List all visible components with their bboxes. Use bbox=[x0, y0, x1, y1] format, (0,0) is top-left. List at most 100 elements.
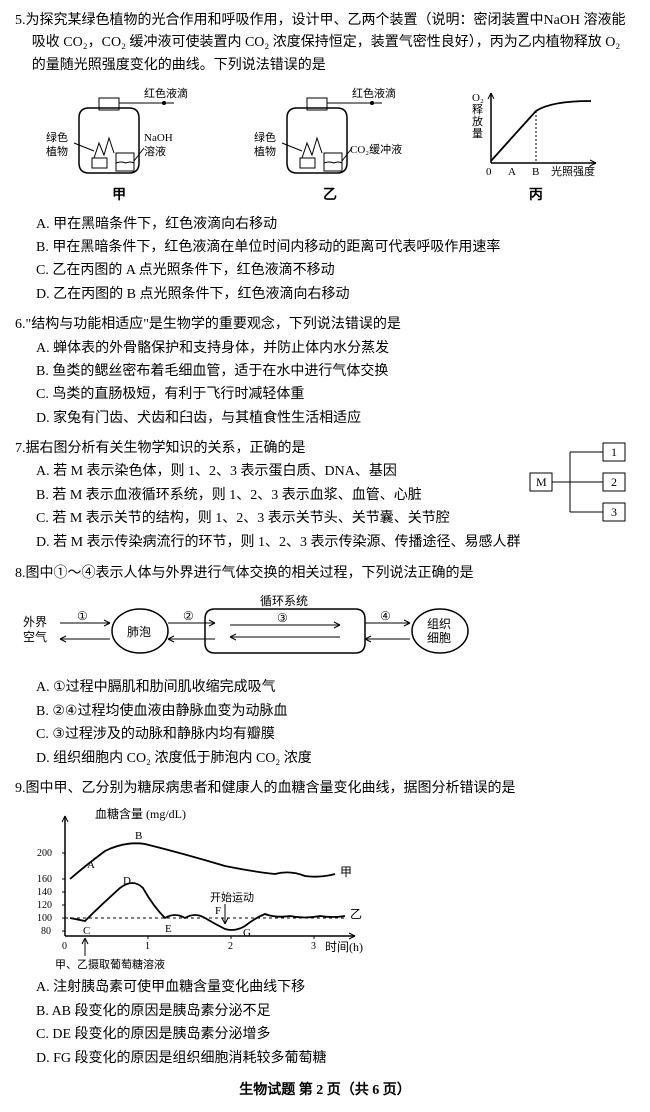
q5-options: A. 甲在黑暗条件下，红色液滴向右移动 B. 甲在黑暗条件下，红色液滴在单位时间… bbox=[15, 214, 635, 307]
q5-stem: 5.为探究某绿色植物的光合作用和呼吸作用，设计甲、乙两个装置（说明：密闭装置中N… bbox=[15, 10, 635, 77]
svg-text:①: ① bbox=[77, 609, 88, 623]
svg-text:C: C bbox=[83, 925, 90, 937]
q6-stem: 6."结构与功能相适应"是生物学的重要观念，下列说法错误的是 bbox=[15, 314, 635, 336]
q8-opt-d: D. 组织细胞内 CO₂ 浓度低于肺泡内 CO₂ 浓度 bbox=[36, 748, 635, 770]
svg-text:量: 量 bbox=[472, 127, 483, 140]
q8-opt-a: A. ①过程中膈肌和肋间肌收缩完成吸气 bbox=[36, 677, 635, 699]
svg-text:时间(h): 时间(h) bbox=[325, 940, 363, 954]
svg-text:1: 1 bbox=[611, 445, 617, 459]
svg-text:开始运动: 开始运动 bbox=[210, 890, 254, 904]
svg-text:绿色: 绿色 bbox=[254, 130, 276, 144]
q9-diagram: 血糖含量 (mg/dL) 时间(h) 80 100 120 140 160 20… bbox=[15, 806, 635, 971]
svg-text:甲: 甲 bbox=[340, 865, 352, 879]
svg-text:空气: 空气 bbox=[23, 629, 47, 644]
jar-yi-svg: 绿色 植物 CO₂缓冲液 红色液滴 bbox=[252, 83, 407, 183]
svg-text:0: 0 bbox=[62, 941, 67, 952]
q5-opt-b: B. 甲在黑暗条件下，红色液滴在单位时间内移动的距离可代表呼吸作用速率 bbox=[36, 237, 635, 259]
q8-opt-c: C. ③过程涉及的动脉和静脉内均有瓣膜 bbox=[36, 724, 635, 746]
page-footer: 生物试题 第 2 页（共 6 页） bbox=[15, 1080, 635, 1102]
q5-text: 为探究某绿色植物的光合作用和呼吸作用，设计甲、乙两个装置（说明：密闭装置中NaO… bbox=[26, 13, 626, 73]
q5-diagram-yi: 绿色 植物 CO₂缓冲液 红色液滴 乙 bbox=[252, 83, 407, 207]
svg-text:0: 0 bbox=[486, 166, 492, 178]
svg-text:E: E bbox=[165, 923, 172, 935]
q5-diagram-jia: 绿色 植物 NaOH 溶液 红色液滴 甲 bbox=[44, 83, 194, 207]
q7-number: 7. bbox=[15, 441, 26, 456]
svg-text:A: A bbox=[87, 859, 95, 871]
q7-diagram: M 1 2 3 bbox=[525, 438, 635, 528]
question-8: 8.图中①～④表示人体与外界进行气体交换的相关过程，下列说法正确的是 外界 空气… bbox=[15, 563, 635, 770]
svg-text:循环系统: 循环系统 bbox=[260, 594, 308, 608]
svg-text:组织: 组织 bbox=[427, 617, 451, 631]
q6-opt-a: A. 蝉体表的外骨骼保护和支持身体，并防止体内水分蒸发 bbox=[36, 338, 635, 360]
m-label: M bbox=[536, 475, 547, 489]
q6-number: 6. bbox=[15, 317, 26, 332]
q5-opt-c: C. 乙在丙图的 A 点光照条件下，红色液滴不移动 bbox=[36, 260, 635, 282]
q8-diagram: 外界 空气 ① 肺泡 ② 循环系统 ③ ④ bbox=[15, 591, 635, 671]
q9-options: A. 注射胰岛素可使甲血糖含量变化曲线下移 B. AB 段变化的原因是胰岛素分泌… bbox=[15, 977, 635, 1070]
q7-stem: 7.据右图分析有关生物学知识的关系，正确的是 bbox=[15, 438, 525, 460]
svg-text:2: 2 bbox=[611, 475, 617, 489]
svg-text:光照强度: 光照强度 bbox=[551, 164, 595, 178]
m-tree-svg: M 1 2 3 bbox=[525, 438, 635, 528]
q9-text: 图中甲、乙分别为糖尿病患者和健康人的血糖含量变化曲线，据图分析错误的是 bbox=[26, 781, 516, 796]
svg-text:B: B bbox=[135, 830, 142, 842]
question-6: 6."结构与功能相适应"是生物学的重要观念，下列说法错误的是 A. 蝉体表的外骨… bbox=[15, 314, 635, 430]
svg-text:红色液滴: 红色液滴 bbox=[144, 86, 188, 100]
svg-text:80: 80 bbox=[41, 926, 51, 937]
q6-opt-d: D. 家兔有门齿、犬齿和臼齿，与其植食性生活相适应 bbox=[36, 408, 635, 430]
svg-text:绿色: 绿色 bbox=[46, 130, 68, 144]
q9-opt-c: C. DE 段变化的原因是胰岛素分泌增多 bbox=[36, 1024, 635, 1046]
blood-sugar-chart: 血糖含量 (mg/dL) 时间(h) 80 100 120 140 160 20… bbox=[15, 806, 395, 971]
q6-options: A. 蝉体表的外骨骼保护和支持身体，并防止体内水分蒸发 B. 鱼类的鳃丝密布着毛… bbox=[15, 338, 635, 431]
q5-opt-a: A. 甲在黑暗条件下，红色液滴向右移动 bbox=[36, 214, 635, 236]
svg-text:外界: 外界 bbox=[23, 615, 47, 629]
svg-text:血糖含量 (mg/dL): 血糖含量 (mg/dL) bbox=[95, 806, 186, 821]
svg-text:植物: 植物 bbox=[46, 144, 68, 158]
svg-text:D: D bbox=[123, 875, 131, 887]
q9-number: 9. bbox=[15, 781, 26, 796]
q8-opt-b: B. ②④过程均使血液由静脉血变为动脉血 bbox=[36, 701, 635, 723]
svg-text:1: 1 bbox=[145, 941, 150, 952]
svg-text:③: ③ bbox=[277, 611, 288, 625]
svg-text:②: ② bbox=[183, 609, 194, 623]
svg-text:O₂: O₂ bbox=[472, 92, 484, 104]
gas-exchange-svg: 外界 空气 ① 肺泡 ② 循环系统 ③ ④ bbox=[15, 591, 475, 671]
q7-text: 据右图分析有关生物学知识的关系，正确的是 bbox=[26, 441, 306, 456]
svg-text:160: 160 bbox=[37, 874, 52, 885]
svg-text:乙: 乙 bbox=[350, 907, 362, 921]
svg-text:G: G bbox=[243, 927, 251, 939]
q7-opt-d: D. 若 M 表示传染病流行的环节，则 1、2、3 表示传染源、传播途径、易感人… bbox=[36, 532, 525, 554]
q9-opt-b: B. AB 段变化的原因是胰岛素分泌不足 bbox=[36, 1001, 635, 1023]
bing-label: 丙 bbox=[466, 185, 606, 207]
q5-diagrams: 绿色 植物 NaOH 溶液 红色液滴 甲 绿色 植物 bbox=[15, 83, 635, 207]
svg-text:B: B bbox=[532, 166, 539, 178]
chart-bing-svg: A B O₂ 释 放 量 0 光照强度 bbox=[466, 83, 606, 183]
q9-opt-d: D. FG 段变化的原因是组织细胞消耗较多葡萄糖 bbox=[36, 1048, 635, 1070]
q8-text: 图中①～④表示人体与外界进行气体交换的相关过程，下列说法正确的是 bbox=[26, 566, 474, 581]
q9-opt-a: A. 注射胰岛素可使甲血糖含量变化曲线下移 bbox=[36, 977, 635, 999]
svg-text:④: ④ bbox=[380, 609, 391, 623]
svg-text:植物: 植物 bbox=[254, 144, 276, 158]
question-7: 7.据右图分析有关生物学知识的关系，正确的是 A. 若 M 表示染色体，则 1、… bbox=[15, 438, 635, 555]
svg-text:A: A bbox=[508, 166, 516, 178]
q7-opt-b: B. 若 M 表示血液循环系统，则 1、2、3 表示血浆、血管、心脏 bbox=[36, 485, 525, 507]
svg-text:2: 2 bbox=[228, 941, 233, 952]
question-9: 9.图中甲、乙分别为糖尿病患者和健康人的血糖含量变化曲线，据图分析错误的是 血糖… bbox=[15, 778, 635, 1070]
q8-number: 8. bbox=[15, 566, 26, 581]
jar-jia-svg: 绿色 植物 NaOH 溶液 红色液滴 bbox=[44, 83, 194, 183]
q9-stem: 9.图中甲、乙分别为糖尿病患者和健康人的血糖含量变化曲线，据图分析错误的是 bbox=[15, 778, 635, 800]
svg-text:CO₂缓冲液: CO₂缓冲液 bbox=[350, 142, 402, 156]
svg-text:140: 140 bbox=[37, 887, 52, 898]
svg-text:溶液: 溶液 bbox=[144, 144, 166, 158]
q8-stem: 8.图中①～④表示人体与外界进行气体交换的相关过程，下列说法正确的是 bbox=[15, 563, 635, 585]
svg-text:3: 3 bbox=[311, 941, 316, 952]
svg-text:肺泡: 肺泡 bbox=[127, 625, 151, 639]
q6-text: "结构与功能相适应"是生物学的重要观念，下列说法错误的是 bbox=[26, 317, 401, 332]
svg-text:释: 释 bbox=[472, 103, 483, 116]
yi-label: 乙 bbox=[252, 185, 407, 207]
svg-text:NaOH: NaOH bbox=[144, 132, 173, 144]
svg-text:甲、乙摄取葡萄糖溶液: 甲、乙摄取葡萄糖溶液 bbox=[55, 957, 165, 971]
svg-text:120: 120 bbox=[37, 900, 52, 911]
q6-opt-c: C. 鸟类的直肠极短，有利于飞行时减轻体重 bbox=[36, 384, 635, 406]
svg-text:红色液滴: 红色液滴 bbox=[352, 86, 396, 100]
